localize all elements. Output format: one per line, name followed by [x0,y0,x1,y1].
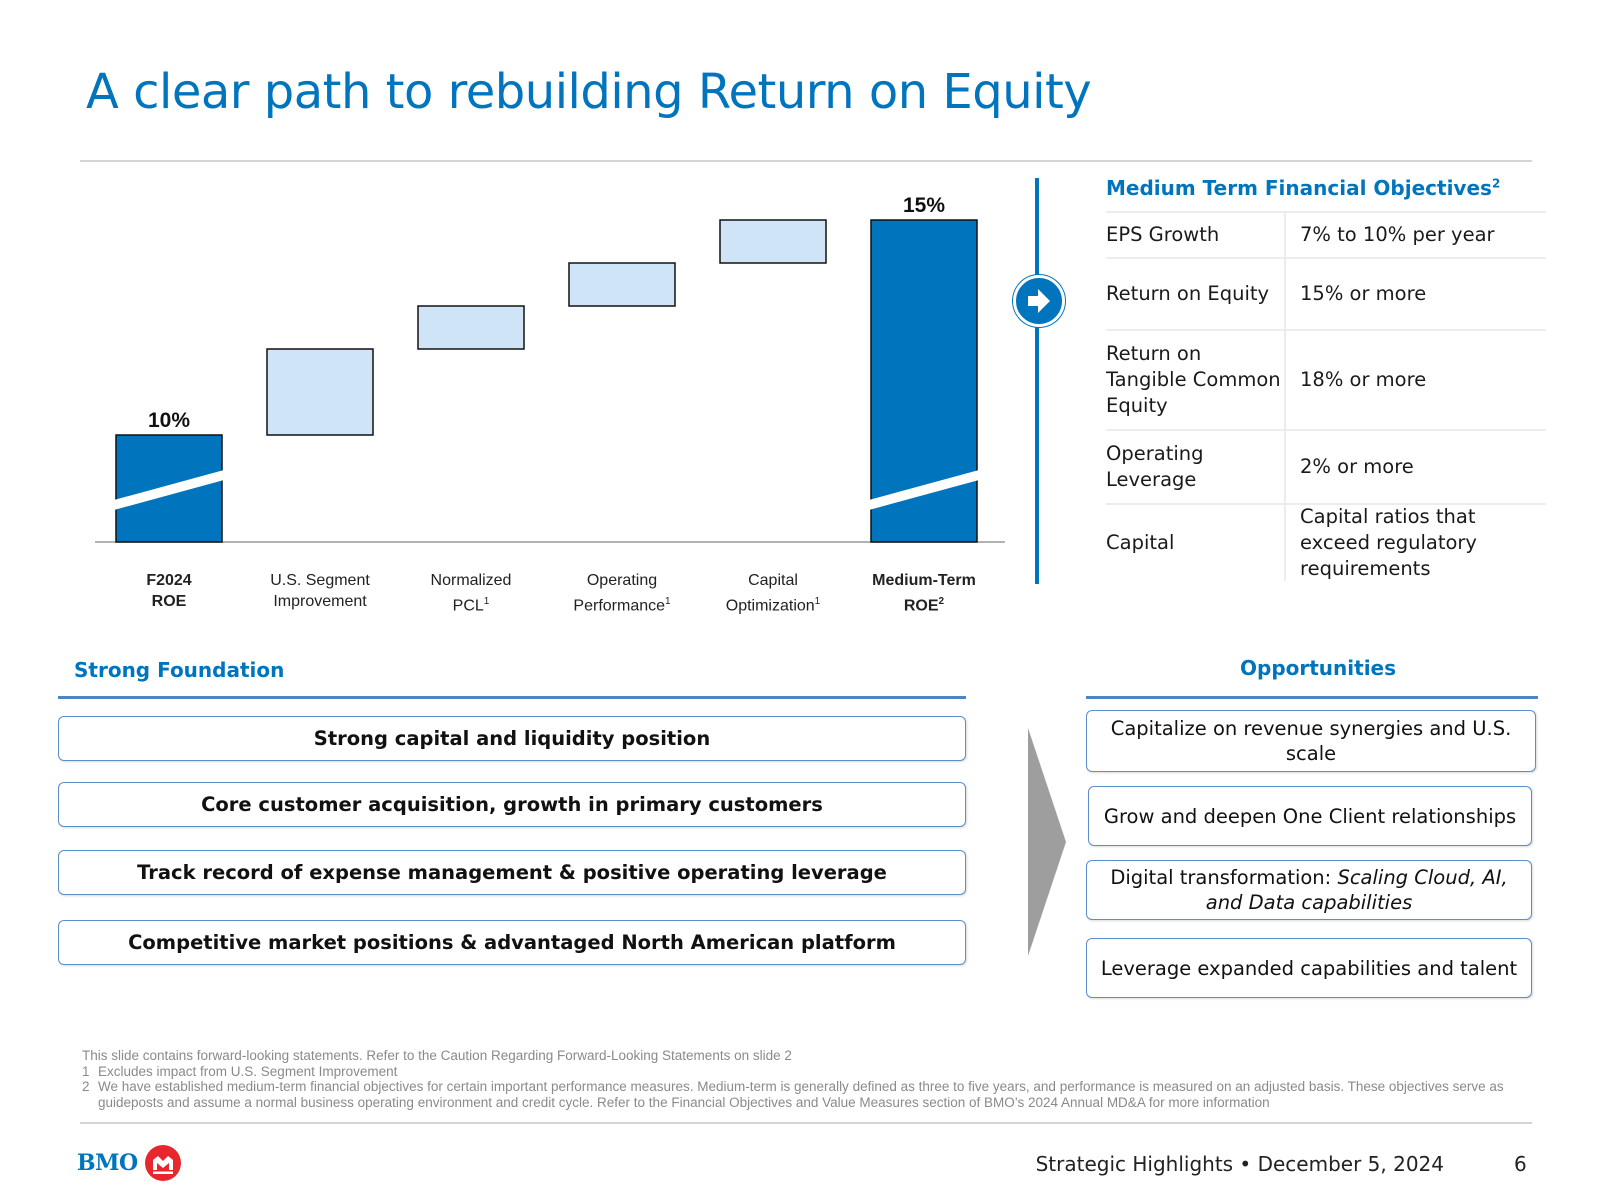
objective-value: 7% to 10% per year [1300,223,1495,246]
foundation-item: Strong capital and liquidity position [58,716,966,761]
footnotes: This slide contains forward-looking stat… [82,1048,1522,1110]
table-row: EPS Growth 7% to 10% per year [1106,211,1546,257]
footnote-number: 1 [82,1063,90,1079]
opportunity-item: Capitalize on revenue synergies and U.S.… [1086,710,1536,772]
footnote-intro: This slide contains forward-looking stat… [82,1048,792,1063]
bar-value-label: 10% [148,409,190,432]
x-tick-label: Normalized PCL1 [430,572,512,615]
footer-divider [80,1122,1532,1124]
x-tick-label: Operating Performance1 [573,572,671,615]
opportunities-rule [1086,696,1538,699]
objective-key: Operating Leverage [1106,431,1286,503]
foundation-item: Core customer acquisition, growth in pri… [58,782,966,827]
bar-value-label: 15% [903,194,945,217]
axis-break-mark [869,470,979,510]
footnote-number: 2 [82,1079,90,1094]
opportunities-title: Opportunities [1240,656,1397,680]
objective-value: 2% or more [1300,455,1414,478]
opportunity-text-italic: Scaling Cloud, AI, and Data capabilities [1205,866,1508,914]
foundation-rule [58,696,966,699]
opportunity-item: Leverage expanded capabilities and talen… [1086,938,1532,998]
foundation-title: Strong Foundation [74,658,285,682]
objective-key: Return on Tangible Common Equity [1106,331,1286,429]
roe-waterfall-chart: 10% 15% [95,194,1005,543]
footnote: 1 Excludes impact from U.S. Segment Impr… [82,1064,1522,1080]
table-row: Operating Leverage 2% or more [1106,429,1546,503]
step-bar [719,219,827,264]
footnote: 2 We have established medium-term financ… [82,1079,1522,1110]
step-bar [568,262,676,307]
objective-value: 18% or more [1300,368,1427,391]
opportunity-text: Capitalize on revenue synergies and U.S.… [1110,717,1512,765]
page-number: 6 [1514,1152,1527,1176]
bmo-logo-text: BMO [77,1150,138,1176]
foundation-item: Track record of expense management & pos… [58,850,966,895]
axis-break-mark [114,470,224,510]
objectives-title: Medium Term Financial Objectives2 [1106,176,1501,200]
opportunity-item: Grow and deepen One Client relationships [1088,786,1532,846]
objective-key: Return on Equity [1106,259,1286,329]
footnote-text: Excludes impact from U.S. Segment Improv… [98,1063,398,1079]
footnote-text: We have established medium-term financia… [98,1079,1504,1110]
x-tick-label: F2024 ROE [146,572,192,610]
opportunity-text: Leverage expanded capabilities and talen… [1100,956,1518,980]
objective-key: EPS Growth [1106,213,1286,257]
opportunity-text: Digital transformation: [1110,866,1338,889]
vertical-divider [1035,178,1039,584]
chevron-right-icon [1028,728,1066,956]
opportunity-text: Grow and deepen One Client relationships [1103,804,1517,828]
table-row: Return on Equity 15% or more [1106,257,1546,329]
table-row: Return on Tangible Common Equity 18% or … [1106,329,1546,429]
objectives-table: EPS Growth 7% to 10% per year Return on … [1106,211,1546,581]
bmo-roundel-icon [145,1145,181,1181]
page-title: A clear path to rebuilding Return on Equ… [86,64,1092,120]
arrow-right-icon [1013,275,1065,327]
x-tick-label: Capital Optimization1 [725,572,821,615]
step-bar [417,305,525,350]
step-bar [266,348,374,436]
table-row: Capital Capital ratios that exceed regul… [1106,503,1546,581]
foundation-item: Competitive market positions & advantage… [58,920,966,965]
x-tick-label: U.S. Segment Improvement [270,572,370,610]
objective-value: Capital ratios that exceed regulatory re… [1300,505,1477,580]
objective-key: Capital [1106,505,1286,581]
x-tick-label: Medium-Term ROE2 [872,572,976,615]
objective-value: 15% or more [1300,282,1427,305]
opportunity-item: Digital transformation: Scaling Cloud, A… [1086,860,1532,920]
footer-meta: Strategic Highlights • December 5, 2024 [1035,1152,1444,1176]
title-divider [80,160,1532,162]
